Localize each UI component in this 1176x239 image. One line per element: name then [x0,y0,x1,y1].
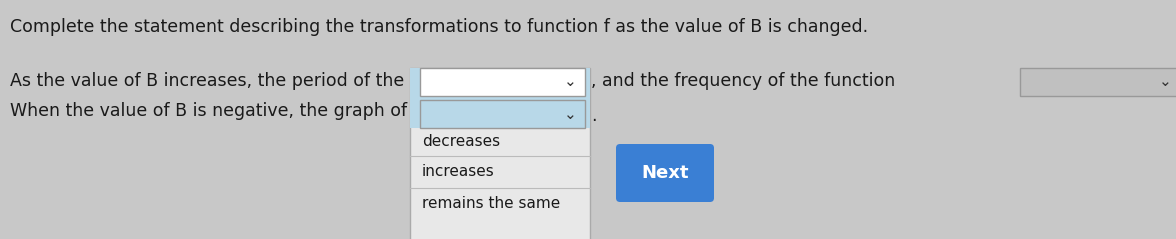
Text: Next: Next [641,164,689,182]
Text: ⌄: ⌄ [1160,75,1172,89]
Bar [420,68,584,96]
Bar [1020,68,1176,96]
Text: .: . [592,107,596,125]
Text: decreases: decreases [422,135,500,150]
Bar [420,100,584,128]
Text: As the value of B increases, the period of the function: As the value of B increases, the period … [11,72,481,90]
FancyBboxPatch shape [616,144,714,202]
Bar [410,68,590,128]
Text: , and the frequency of the function: , and the frequency of the function [592,72,895,90]
Text: When the value of B is negative, the graph of the functi: When the value of B is negative, the gra… [11,102,496,120]
Text: Complete the statement describing the transformations to function f as the value: Complete the statement describing the tr… [11,18,868,36]
Bar [410,68,590,239]
Text: ⌄: ⌄ [564,107,577,121]
Text: ⌄: ⌄ [564,75,577,89]
Text: increases: increases [422,164,495,179]
Text: remains the same: remains the same [422,196,560,212]
